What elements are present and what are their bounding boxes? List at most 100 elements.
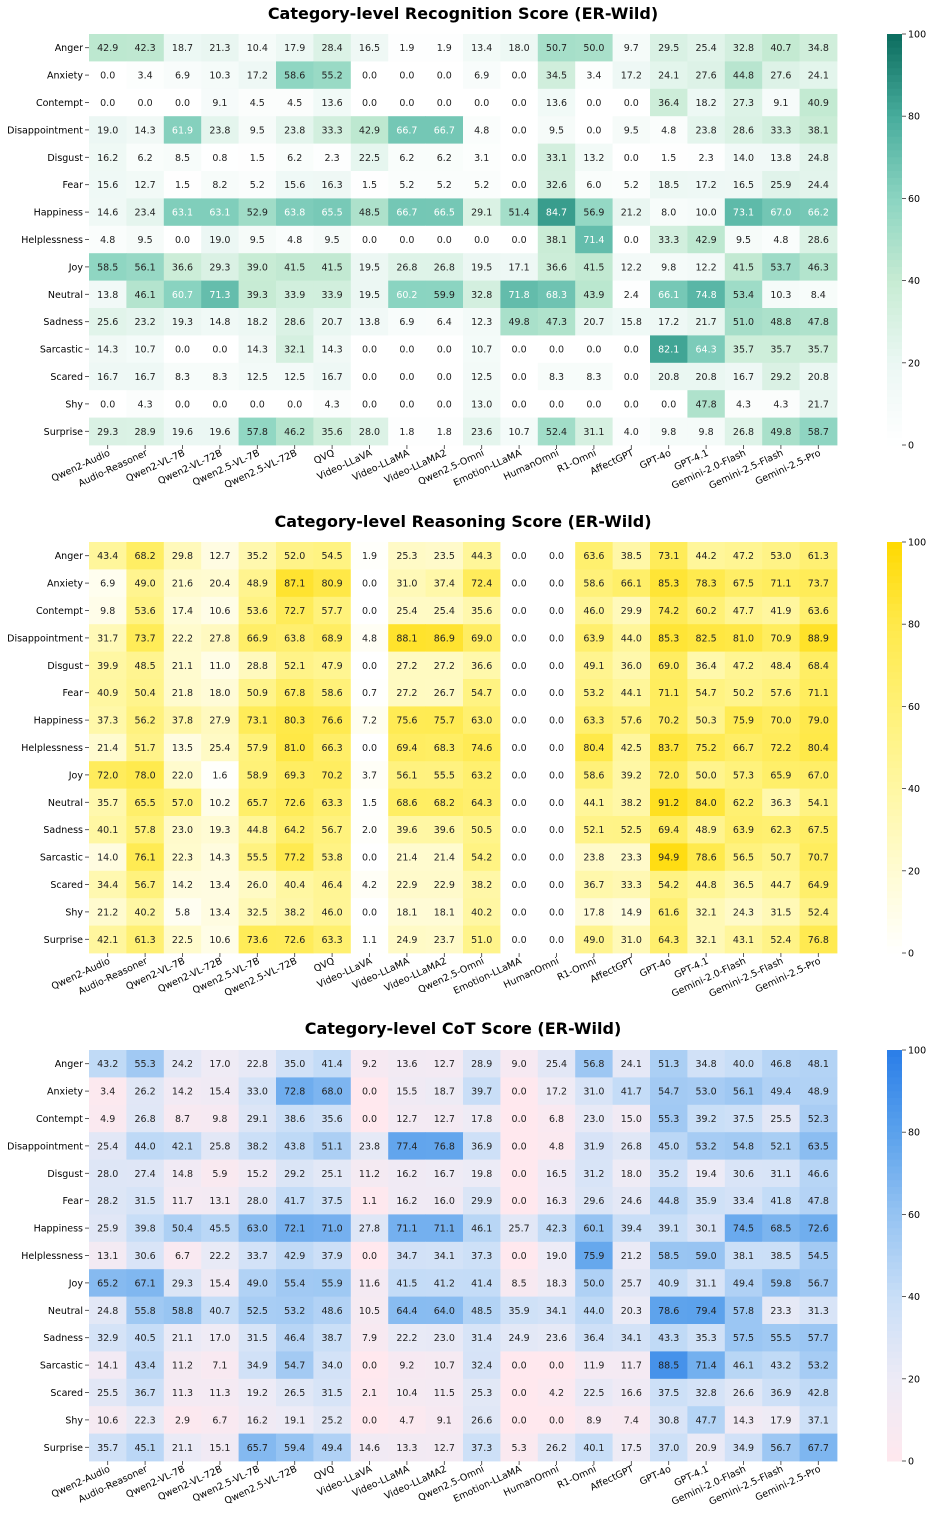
heatmap-cell — [500, 788, 539, 817]
heatmap-cell — [238, 88, 277, 117]
heatmap-cell — [276, 253, 314, 281]
cell-value-label: 0.0 — [512, 1388, 527, 1399]
heatmap-cell — [500, 143, 539, 172]
heatmap-cell — [537, 898, 576, 926]
heatmap-cell — [500, 253, 539, 281]
heatmap-cell — [276, 362, 314, 391]
colorbar-segment — [887, 1125, 902, 1133]
cell-value-label: 38.1 — [546, 235, 567, 246]
heatmap-cell — [238, 788, 277, 817]
heatmap-cell — [537, 143, 576, 172]
cell-value-label: 40.2 — [471, 907, 492, 918]
cell-value-label: 56.8 — [583, 1059, 604, 1070]
heatmap-cell — [163, 171, 202, 199]
cell-value-label: 31.5 — [247, 1333, 268, 1344]
heatmap-cell — [650, 1433, 688, 1462]
cell-value-label: 65.2 — [97, 1278, 118, 1289]
cell-value-label: 52.4 — [546, 427, 567, 438]
cell-value-label: 21.3 — [209, 43, 230, 54]
heatmap-cell — [201, 198, 239, 227]
heatmap-cell — [350, 870, 389, 899]
heatmap-cell — [201, 1077, 239, 1106]
heatmap-cell — [425, 761, 464, 789]
cell-value-label: 63.0 — [471, 716, 492, 727]
heatmap-cell — [163, 1351, 202, 1380]
heatmap-cell — [201, 34, 239, 62]
heatmap-cell — [463, 1406, 501, 1434]
cell-value-label: 0.0 — [175, 399, 190, 410]
heatmap-cell — [425, 390, 464, 418]
heatmap-cell — [724, 679, 763, 707]
cell-value-label: 51.4 — [509, 208, 530, 219]
cell-value-label: 11.7 — [172, 1196, 193, 1207]
cell-value-label: 13.8 — [97, 290, 118, 301]
cell-value-label: 20.7 — [322, 317, 343, 328]
colorbar-tick-label: 40 — [908, 784, 920, 795]
heatmap-cell — [575, 1269, 613, 1297]
cell-value-label: 29.3 — [172, 1278, 193, 1289]
heatmap-cell — [762, 733, 800, 762]
heatmap-cell — [201, 1378, 239, 1407]
heatmap-cell — [313, 1324, 352, 1352]
heatmap-cell — [463, 143, 501, 172]
cell-value-label: 0.0 — [362, 907, 377, 918]
cell-value-label: 0.0 — [512, 1196, 527, 1207]
cell-value-label: 0.0 — [512, 551, 527, 562]
cell-value-label: 0.0 — [586, 125, 601, 136]
y-tick-label: Sarcastic — [40, 853, 83, 864]
colorbar-segment — [887, 355, 902, 364]
cell-value-label: 69.0 — [658, 661, 679, 672]
cell-value-label: 58.5 — [97, 262, 118, 273]
cell-value-label: 0.0 — [549, 1361, 564, 1372]
cell-value-label: 8.0 — [661, 208, 676, 219]
heatmap-cell — [313, 171, 352, 199]
cell-value-label: 58.8 — [172, 1306, 193, 1317]
y-tick-label: Anger — [55, 1059, 83, 1070]
heatmap-cell — [724, 1378, 763, 1407]
cell-value-label: 0.0 — [362, 235, 377, 246]
heatmap-cell — [724, 390, 763, 418]
heatmap-cell — [126, 390, 165, 418]
cell-value-label: 37.3 — [471, 1443, 492, 1454]
y-tick-label: Disappointment — [7, 1141, 83, 1152]
colorbar-segment — [887, 911, 902, 920]
cell-value-label: 4.3 — [138, 399, 153, 410]
cell-value-label: 29.1 — [247, 1114, 268, 1125]
heatmap-cell — [612, 253, 651, 281]
heatmap-cell — [500, 198, 539, 227]
cell-value-label: 28.9 — [135, 427, 156, 438]
colorbar-segment — [887, 164, 902, 172]
heatmap-cell — [463, 596, 501, 625]
cell-value-label: 56.7 — [135, 880, 156, 891]
heatmap-cell — [724, 116, 763, 144]
cell-value-label: 5.2 — [399, 180, 414, 191]
heatmap-cell — [687, 1187, 726, 1215]
cell-value-label: 0.7 — [362, 688, 377, 699]
heatmap-cell — [163, 253, 202, 281]
colorbar-segment — [887, 754, 902, 762]
colorbar-segment — [887, 1193, 902, 1202]
cell-value-label: 25.2 — [322, 1415, 343, 1426]
cell-value-label: 0.0 — [512, 372, 527, 383]
heatmap-cell — [500, 88, 539, 117]
heatmap-cell — [537, 870, 576, 899]
cell-value-label: 59.4 — [284, 1443, 305, 1454]
cell-value-label: 0.0 — [212, 399, 227, 410]
cell-value-label: 26.2 — [135, 1087, 156, 1098]
cell-value-label: 0.0 — [512, 98, 527, 109]
y-tick-label: Surprise — [44, 1443, 83, 1454]
cell-value-label: 34.1 — [434, 1251, 455, 1262]
cell-value-label: 78.6 — [696, 853, 717, 864]
cell-value-label: 60.2 — [396, 290, 417, 301]
heatmap-cell — [238, 253, 277, 281]
cell-value-label: 1.5 — [362, 180, 377, 191]
cell-value-label: 2.9 — [175, 1415, 190, 1426]
cell-value-label: 40.7 — [770, 43, 791, 54]
cell-value-label: 22.9 — [396, 880, 417, 891]
heatmap-cell — [687, 61, 726, 90]
cell-value-label: 24.1 — [658, 71, 679, 82]
heatmap-cell — [313, 870, 352, 899]
cell-value-label: 29.2 — [284, 1169, 305, 1180]
y-tick-label: Surprise — [44, 935, 83, 946]
